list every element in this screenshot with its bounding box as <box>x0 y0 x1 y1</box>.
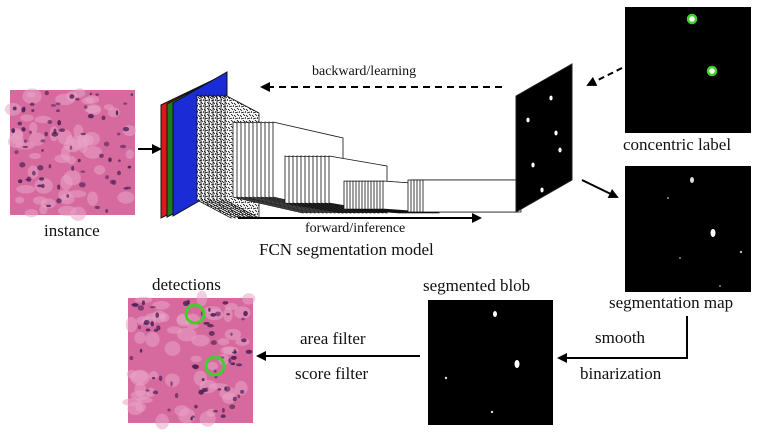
output-map <box>515 63 573 213</box>
label-detections: detections <box>152 275 221 294</box>
label-area-filter: area filter <box>300 329 366 348</box>
label-smooth: smooth <box>595 328 646 347</box>
segmented-blob-image <box>428 300 553 425</box>
label-segmented-blob: segmented blob <box>423 276 531 295</box>
concentric-label-image <box>625 7 751 133</box>
label-concentric: concentric label <box>623 135 732 154</box>
detection-ring <box>204 355 226 377</box>
label-score-filter: score filter <box>295 364 369 383</box>
label-segmentation-map: segmentation map <box>609 293 734 312</box>
label-backward: backward/learning <box>312 64 417 79</box>
feature-map-layers <box>196 94 522 219</box>
detections-image <box>122 290 256 430</box>
label-fcn-model: FCN segmentation model <box>259 240 434 259</box>
label-forward: forward/inference <box>305 221 406 236</box>
segmentation-map-image <box>625 166 751 292</box>
label-binarization: binarization <box>580 364 662 383</box>
detection-ring <box>184 303 206 325</box>
instance-image <box>4 88 137 221</box>
label-instance: instance <box>44 221 100 240</box>
fcn-network <box>160 63 573 219</box>
arrow-label-to-network <box>586 67 623 86</box>
arrow-network-to-segmap <box>581 179 619 199</box>
arrow-segmap-to-blob <box>557 316 688 363</box>
